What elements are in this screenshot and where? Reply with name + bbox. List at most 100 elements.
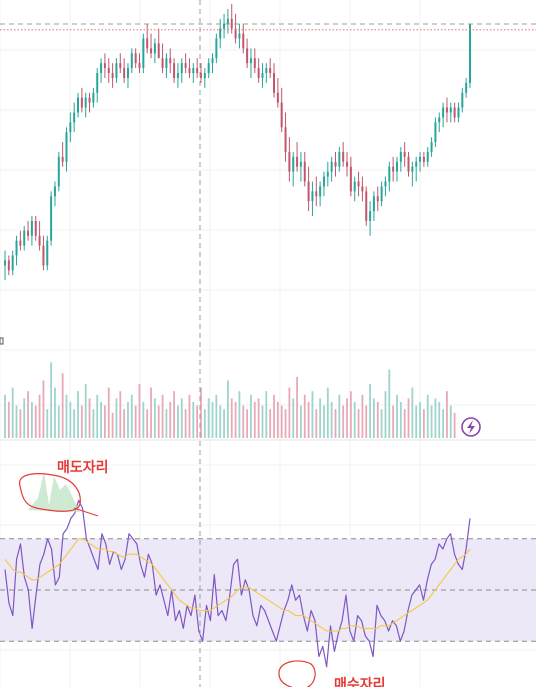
candle[interactable] bbox=[399, 147, 402, 172]
candle[interactable] bbox=[88, 92, 91, 113]
candle[interactable] bbox=[338, 147, 341, 172]
candle[interactable] bbox=[103, 53, 106, 78]
candle[interactable] bbox=[453, 102, 456, 123]
candle[interactable] bbox=[269, 58, 272, 78]
candle[interactable] bbox=[299, 151, 302, 182]
candle[interactable] bbox=[361, 176, 364, 202]
candle[interactable] bbox=[188, 58, 191, 78]
candle[interactable] bbox=[461, 87, 464, 113]
candle[interactable] bbox=[342, 142, 345, 167]
candle[interactable] bbox=[230, 4, 233, 34]
candle[interactable] bbox=[23, 225, 26, 251]
candle[interactable] bbox=[265, 63, 268, 83]
candle[interactable] bbox=[469, 23, 471, 88]
candle[interactable] bbox=[192, 63, 195, 83]
candle[interactable] bbox=[445, 97, 448, 123]
candle[interactable] bbox=[161, 43, 164, 74]
candle[interactable] bbox=[199, 63, 202, 83]
candle[interactable] bbox=[457, 102, 460, 123]
candle[interactable] bbox=[150, 33, 153, 59]
candle[interactable] bbox=[50, 191, 53, 246]
candle[interactable] bbox=[53, 181, 56, 207]
candle[interactable] bbox=[303, 151, 306, 187]
candle[interactable] bbox=[61, 142, 64, 167]
candle[interactable] bbox=[307, 166, 310, 212]
candle[interactable] bbox=[296, 142, 299, 172]
candle[interactable] bbox=[57, 151, 60, 192]
candle[interactable] bbox=[357, 171, 360, 197]
panel-handle[interactable] bbox=[0, 337, 4, 345]
candle[interactable] bbox=[388, 161, 391, 192]
volume-panel[interactable] bbox=[4, 362, 456, 438]
candle[interactable] bbox=[77, 92, 80, 118]
candle[interactable] bbox=[134, 48, 137, 69]
candle[interactable] bbox=[203, 68, 206, 88]
candle[interactable] bbox=[257, 58, 260, 83]
candle[interactable] bbox=[434, 117, 437, 147]
candle[interactable] bbox=[326, 161, 329, 187]
candle[interactable] bbox=[346, 151, 349, 177]
candle[interactable] bbox=[65, 127, 68, 172]
candle[interactable] bbox=[11, 250, 14, 276]
candle[interactable] bbox=[465, 77, 468, 98]
candle[interactable] bbox=[411, 161, 414, 187]
candle[interactable] bbox=[322, 171, 325, 197]
candle[interactable] bbox=[142, 33, 145, 74]
candle[interactable] bbox=[146, 23, 149, 54]
candle[interactable] bbox=[219, 18, 222, 49]
candle[interactable] bbox=[130, 48, 133, 74]
candle[interactable] bbox=[419, 151, 422, 172]
candle[interactable] bbox=[19, 230, 22, 251]
candle[interactable] bbox=[315, 176, 318, 207]
candle[interactable] bbox=[107, 58, 110, 83]
candle[interactable] bbox=[157, 28, 160, 59]
lightning-bolt-icon[interactable] bbox=[461, 417, 481, 437]
candle[interactable] bbox=[438, 112, 441, 133]
candle[interactable] bbox=[353, 176, 356, 202]
candle[interactable] bbox=[407, 151, 410, 177]
candle[interactable] bbox=[30, 216, 33, 246]
candle[interactable] bbox=[395, 156, 398, 182]
candle[interactable] bbox=[261, 63, 264, 88]
candle[interactable] bbox=[223, 13, 226, 39]
candle[interactable] bbox=[46, 235, 49, 271]
candle[interactable] bbox=[96, 68, 99, 103]
candle[interactable] bbox=[153, 38, 156, 64]
candle[interactable] bbox=[176, 63, 179, 88]
candle[interactable] bbox=[249, 48, 252, 78]
rsi-panel[interactable] bbox=[4, 499, 471, 668]
candle[interactable] bbox=[273, 63, 276, 98]
candle[interactable] bbox=[92, 87, 95, 108]
candle[interactable] bbox=[284, 112, 287, 162]
candle[interactable] bbox=[403, 142, 406, 167]
candle[interactable] bbox=[211, 53, 214, 74]
candle[interactable] bbox=[196, 58, 199, 78]
candle[interactable] bbox=[292, 151, 295, 187]
candle[interactable] bbox=[27, 220, 30, 241]
candle[interactable] bbox=[242, 23, 245, 54]
candle[interactable] bbox=[138, 53, 141, 74]
candle[interactable] bbox=[38, 220, 41, 251]
candle[interactable] bbox=[238, 23, 241, 49]
candle[interactable] bbox=[100, 58, 103, 83]
candle[interactable] bbox=[330, 156, 333, 182]
candle[interactable] bbox=[80, 87, 83, 113]
candle[interactable] bbox=[126, 63, 129, 88]
candle[interactable] bbox=[276, 77, 279, 108]
candle[interactable] bbox=[169, 48, 172, 74]
candle[interactable] bbox=[449, 102, 452, 123]
candle[interactable] bbox=[111, 63, 114, 88]
candle[interactable] bbox=[207, 58, 210, 78]
candle[interactable] bbox=[69, 112, 72, 143]
candle[interactable] bbox=[334, 151, 337, 177]
candle[interactable] bbox=[115, 58, 118, 83]
candle[interactable] bbox=[422, 151, 425, 167]
candle[interactable] bbox=[84, 92, 87, 118]
candle[interactable] bbox=[280, 87, 283, 133]
candle[interactable] bbox=[73, 102, 76, 133]
candle[interactable] bbox=[380, 181, 383, 207]
candle[interactable] bbox=[376, 186, 379, 212]
candle[interactable] bbox=[34, 216, 37, 241]
candle[interactable] bbox=[234, 13, 237, 44]
